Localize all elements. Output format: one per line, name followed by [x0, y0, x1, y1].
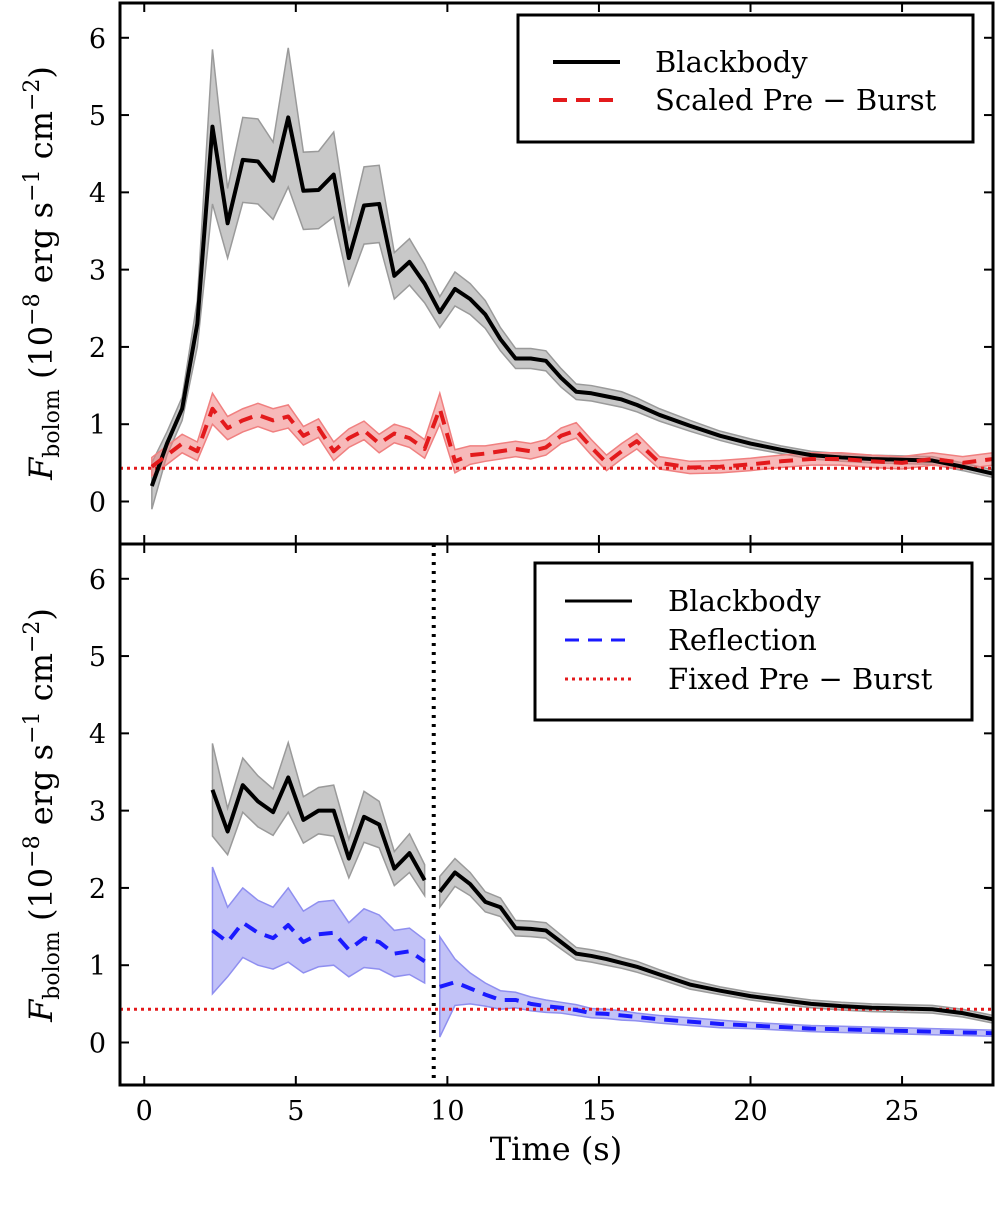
- top-ytick-label: 2: [89, 333, 106, 364]
- xtick-label: 0: [136, 1096, 153, 1127]
- top-band-scaled-pre-burst: [151, 390, 993, 478]
- bot-line-reflection: [439, 980, 993, 1036]
- top-y-axis-title: Fbolom (10−8 erg s−1 cm−2): [20, 66, 65, 481]
- bottom-legend-box: [533, 561, 974, 722]
- xtick-label: 5: [287, 1096, 304, 1127]
- top-ytick-label: 5: [89, 101, 106, 132]
- legend-label-scaled-pre-burst: Scaled Pre − Burst: [655, 83, 937, 117]
- bottom-y-axis-title: Fbolom (10−8 erg s−1 cm−2): [20, 608, 65, 1023]
- bot-band-reflection: [211, 866, 426, 996]
- bot-ytick-label: 0: [89, 1028, 106, 1059]
- bot-band-blackbody: [211, 740, 426, 899]
- bot-line-reflection: [211, 920, 426, 964]
- xtick-label: 20: [733, 1096, 767, 1127]
- bot-ytick-label: 5: [89, 642, 106, 673]
- legend-label-fixed-pre-burst: Fixed Pre − Burst: [668, 662, 933, 696]
- legend-label-blackbody-2: Blackbody: [668, 584, 821, 618]
- bot-ytick-label: 4: [89, 719, 106, 750]
- top-ytick-label: 3: [89, 256, 106, 287]
- bot-line-blackbody: [438, 870, 993, 1022]
- bottom-legend: Blackbody Reflection Fixed Pre − Burst: [533, 561, 974, 722]
- top-ytick-label: 1: [89, 410, 106, 441]
- bot-ytick-label: 2: [89, 874, 106, 905]
- top-line-scaled-pre-burst: [150, 406, 993, 470]
- x-axis-title: Time (s): [490, 1130, 622, 1168]
- xtick-label: 15: [582, 1096, 616, 1127]
- bottom-plot-frame: [118, 542, 995, 1087]
- top-ytick-label: 6: [89, 24, 106, 55]
- bottom-panel: 0 1 2 3 4 5 6 0 5 10 15 20 25: [89, 542, 995, 1127]
- top-ytick-label: 4: [89, 178, 106, 209]
- bot-ytick-label: 1: [89, 951, 106, 982]
- top-panel: 0 1 2 3 4 5 6: [89, 1, 995, 546]
- legend-label-reflection: Reflection: [668, 623, 817, 657]
- xtick-label: 25: [885, 1096, 919, 1127]
- bot-ytick-label: 6: [89, 565, 106, 596]
- top-legend-box: [516, 13, 975, 144]
- xtick-label: 10: [430, 1096, 464, 1127]
- legend-label-blackbody: Blackbody: [655, 45, 808, 79]
- bot-ytick-label: 3: [89, 797, 106, 828]
- top-ytick-label: 0: [89, 487, 106, 518]
- top-legend: Blackbody Scaled Pre − Burst: [516, 13, 975, 144]
